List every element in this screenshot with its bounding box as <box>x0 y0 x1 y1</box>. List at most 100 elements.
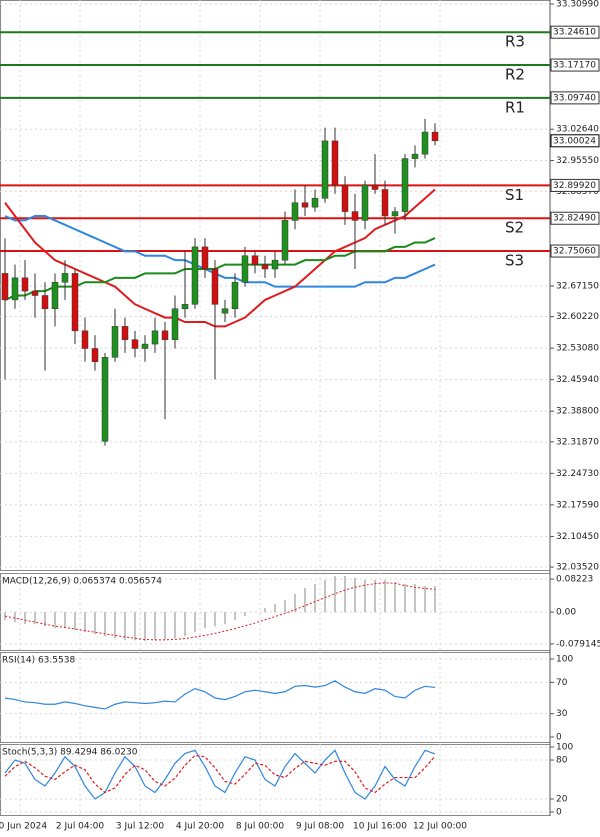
candle-body <box>301 202 309 208</box>
y-tick-label: 32.17590 <box>556 500 599 510</box>
y-tick-label: 32.45940 <box>556 375 599 385</box>
y-tick-label: 32.60220 <box>556 312 599 322</box>
candle-body <box>141 343 149 349</box>
candle-body <box>81 330 89 349</box>
y-tick-label: 32.31870 <box>556 437 599 447</box>
y-tick-label: 30 <box>556 709 568 719</box>
indicator-title: MACD(12,26,9) 0.065374 0.056574 <box>2 577 162 587</box>
candle-body <box>221 308 229 314</box>
y-tick-label: 33.30990 <box>556 0 599 10</box>
x-tick-label: 30 Jun 2024 <box>0 822 47 832</box>
price-box <box>550 91 600 105</box>
y-tick-label: 70 <box>556 678 568 688</box>
candle-body <box>91 348 99 362</box>
x-tick-label: 12 Jul 00:00 <box>413 822 467 832</box>
indicator-line <box>4 680 436 710</box>
level-name: R3 <box>505 33 525 51</box>
candle-body <box>231 281 239 309</box>
y-tick-label: 32.03520 <box>556 563 599 573</box>
level-price: 33.17170 <box>553 61 596 71</box>
candle-body <box>151 330 159 345</box>
candle-body <box>261 264 269 270</box>
current-price: 33.00024 <box>553 136 596 146</box>
price-box <box>550 25 600 39</box>
x-tick-label: 2 Jul 04:00 <box>56 822 105 832</box>
y-tick-label: 32.67150 <box>556 281 599 291</box>
y-tick-label: 0.00 <box>556 608 576 618</box>
y-tick-label: 33.02640 <box>556 125 599 135</box>
y-tick-label: 100 <box>556 743 573 753</box>
x-tick-label: 10 Jul 16:00 <box>353 822 407 832</box>
candle-body <box>171 308 179 340</box>
candle-body <box>11 277 19 301</box>
level-name: R1 <box>505 98 525 116</box>
candle-body <box>391 211 399 217</box>
candle-body <box>401 158 409 212</box>
y-tick-label: 0 <box>556 807 562 817</box>
x-tick-label: 3 Jul 12:00 <box>116 822 165 832</box>
candle-body <box>121 326 129 340</box>
candle-body <box>351 211 359 221</box>
candle-body <box>131 339 139 349</box>
y-tick-label: 100 <box>556 655 573 665</box>
y-tick-label: 32.38800 <box>556 407 599 417</box>
level-price: 32.82490 <box>553 214 596 224</box>
level-name: S3 <box>505 252 524 270</box>
candle-body <box>211 268 219 305</box>
candle-body <box>371 184 379 190</box>
candle-body <box>31 290 39 296</box>
moving-average <box>4 237 436 301</box>
candle-body <box>341 184 349 212</box>
candle-body <box>201 246 209 270</box>
candle-body <box>281 220 289 261</box>
level-name: R2 <box>505 66 525 84</box>
y-tick-label: 80 <box>556 756 568 766</box>
candle-body <box>291 202 299 221</box>
candle-body <box>251 255 259 265</box>
y-tick-label: 32.95550 <box>556 156 599 166</box>
candle-body <box>241 255 249 283</box>
candle-body <box>311 198 319 208</box>
level-price: 32.75060 <box>553 247 596 257</box>
y-tick-label: 32.53080 <box>556 344 599 354</box>
candle-body <box>321 140 329 199</box>
candle-body <box>421 131 429 155</box>
candle-body <box>51 281 59 309</box>
candle-body <box>331 140 339 186</box>
candle-body <box>431 131 439 142</box>
price-box <box>550 178 600 192</box>
candle-body <box>71 273 79 332</box>
candle-body <box>161 330 169 340</box>
y-tick-label: 0.08223 <box>556 575 593 585</box>
level-price: 33.09740 <box>553 93 596 103</box>
candle-body <box>61 273 69 283</box>
candle-body <box>111 326 119 358</box>
candle-body <box>21 277 29 292</box>
x-tick-label: 8 Jul 00:00 <box>236 822 285 832</box>
signal-line <box>4 582 436 641</box>
y-tick-label: 32.10450 <box>556 532 599 542</box>
candle-body <box>381 189 389 217</box>
indicator-line <box>4 749 436 800</box>
price-box <box>550 211 600 225</box>
y-tick-label: -0.079145 <box>556 639 600 649</box>
x-tick-label: 9 Jul 08:00 <box>296 822 345 832</box>
moving-average <box>4 188 436 328</box>
moving-average <box>4 214 436 288</box>
level-name: S2 <box>505 219 524 237</box>
level-price: 32.89920 <box>553 181 596 191</box>
candle-body <box>191 246 199 305</box>
candle-body <box>271 259 279 270</box>
x-tick-label: 4 Jul 20:00 <box>176 822 225 832</box>
price-box <box>550 134 600 148</box>
panel-frame <box>0 652 551 743</box>
candle-body <box>181 304 189 309</box>
candle-body <box>41 295 49 309</box>
price-box <box>550 244 600 258</box>
price-box <box>550 58 600 72</box>
level-name: S1 <box>505 186 524 204</box>
candle-body <box>411 153 419 159</box>
indicator-line <box>4 754 436 794</box>
indicator-title: Stoch(5,3,3) 89.4294 86.0230 <box>2 748 138 758</box>
